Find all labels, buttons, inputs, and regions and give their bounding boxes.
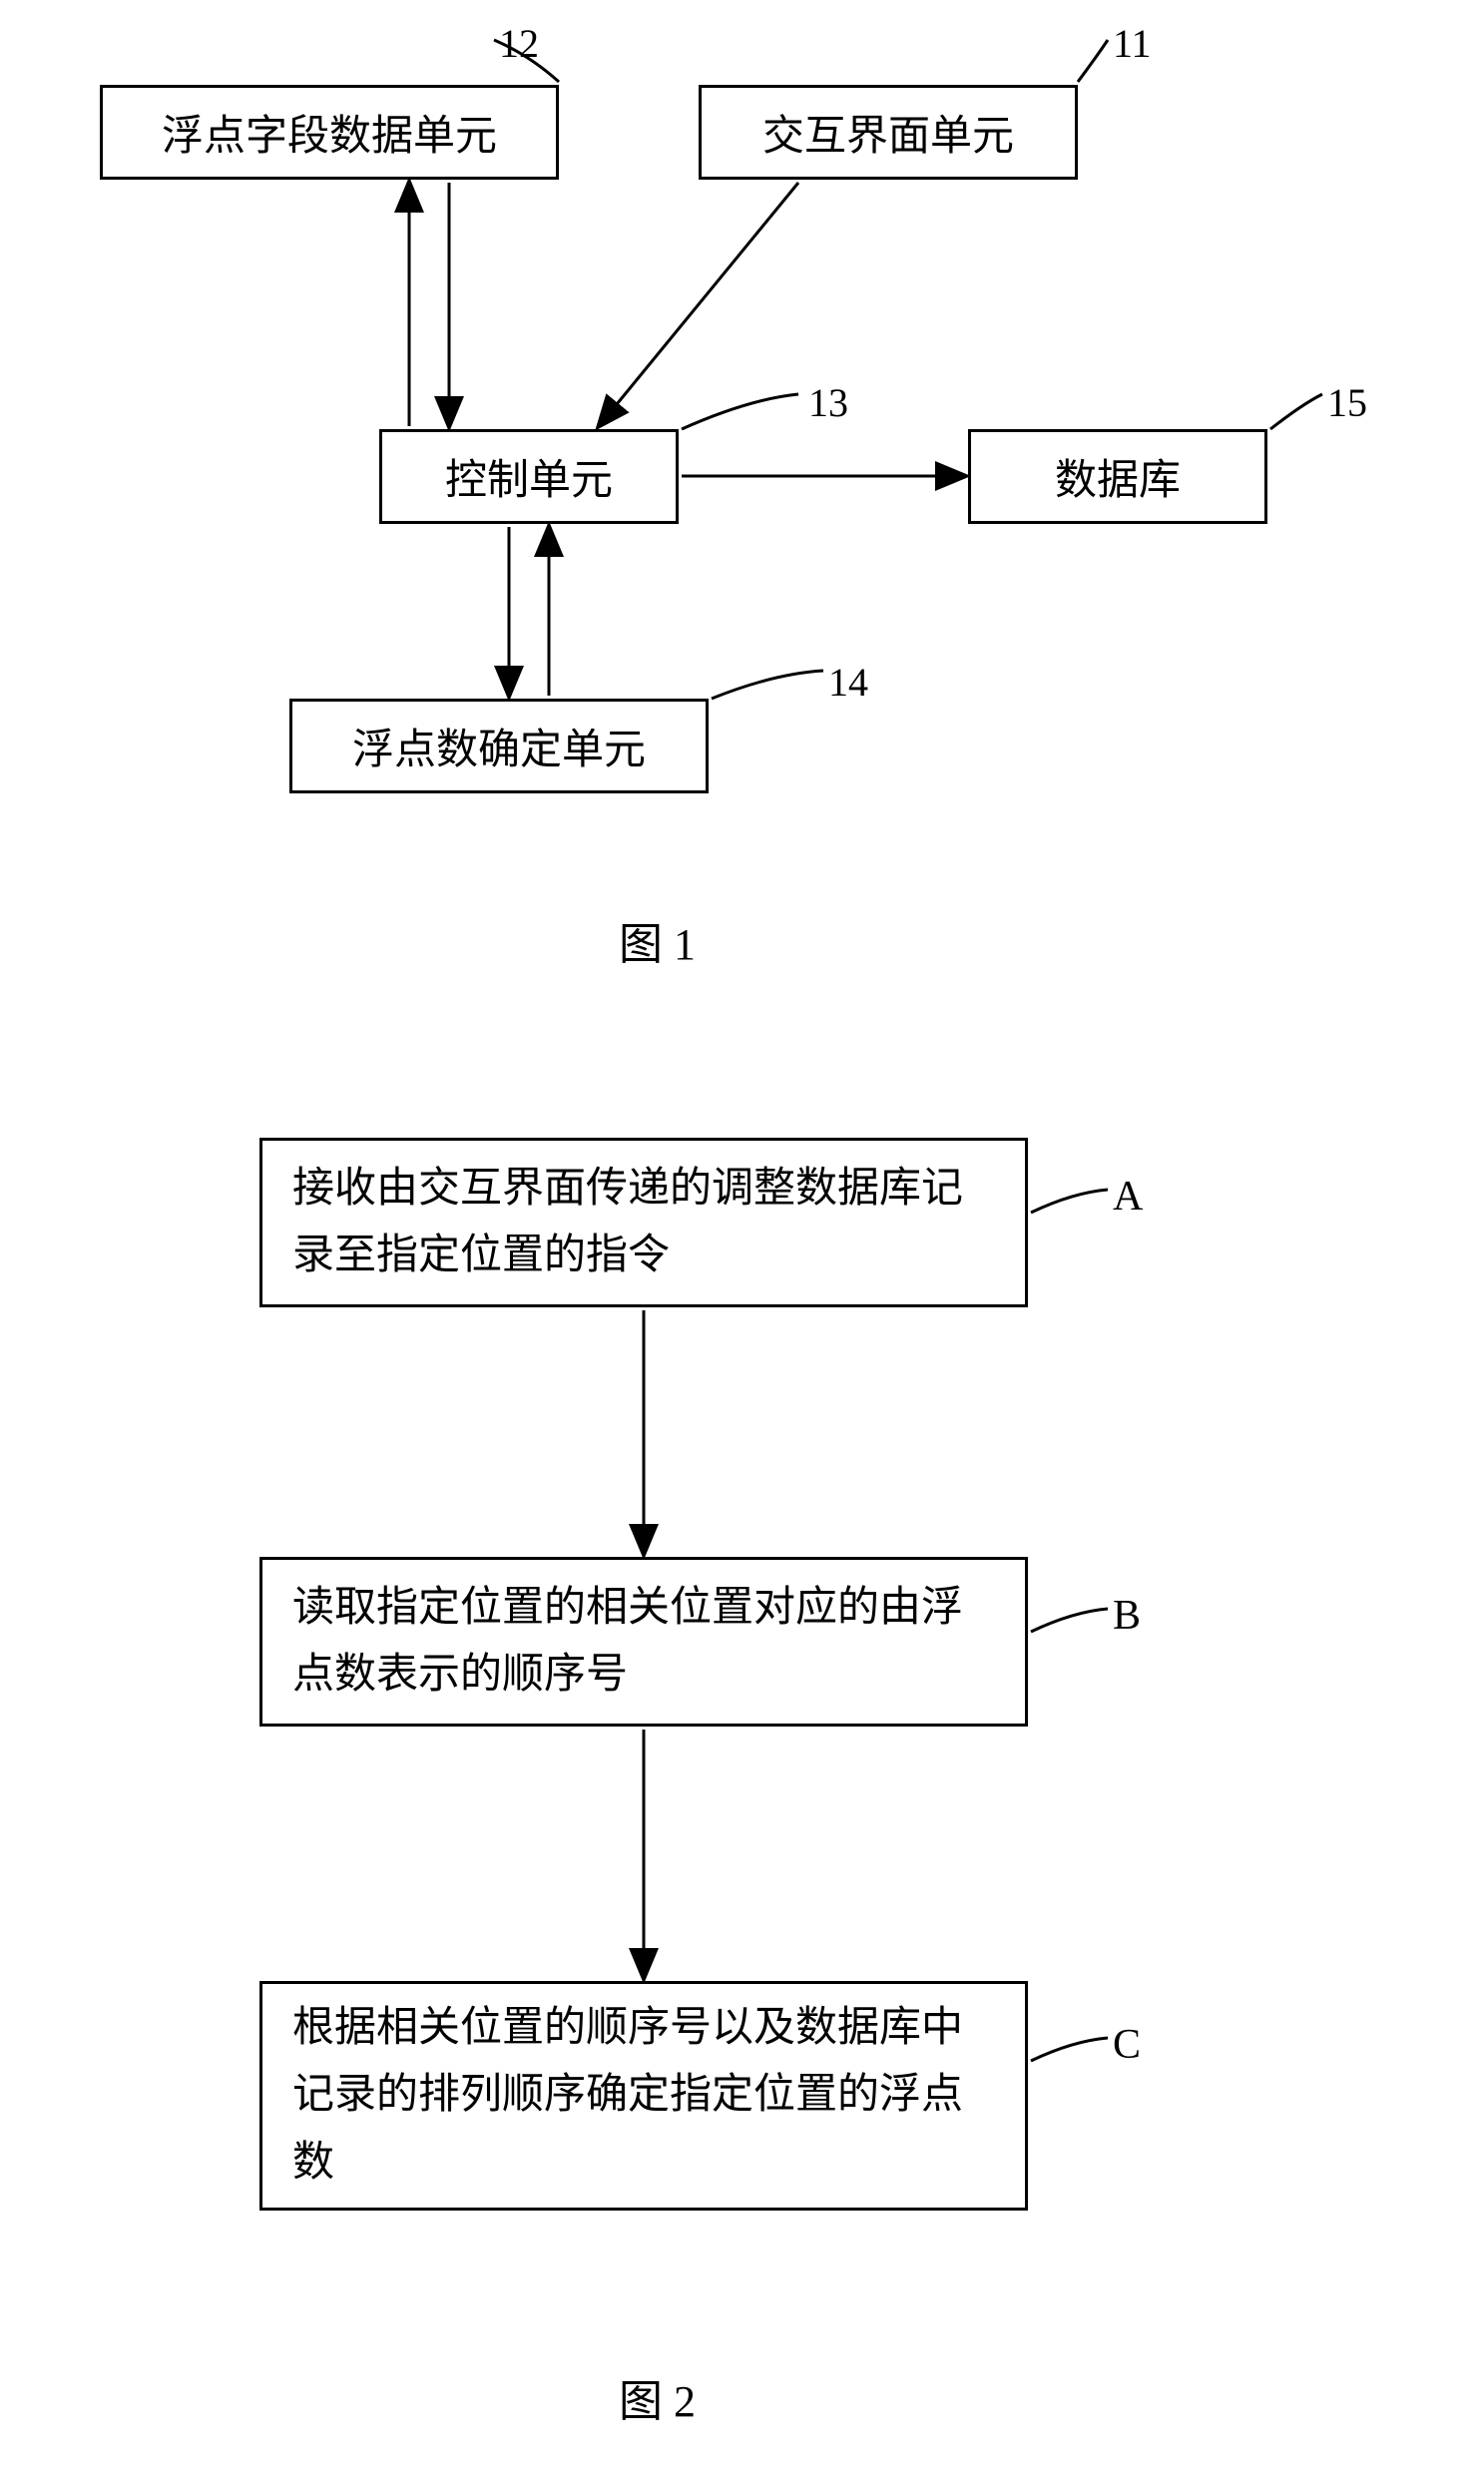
leader-b	[1031, 1609, 1108, 1632]
leader-15	[1270, 394, 1322, 429]
connectors-svg	[0, 0, 1484, 2481]
leader-11	[1078, 40, 1108, 82]
leader-13	[682, 394, 798, 429]
leader-c	[1031, 2038, 1108, 2061]
edge-11-13	[599, 183, 798, 426]
leader-a	[1031, 1190, 1108, 1213]
leader-12	[494, 40, 559, 82]
leader-14	[712, 671, 823, 699]
